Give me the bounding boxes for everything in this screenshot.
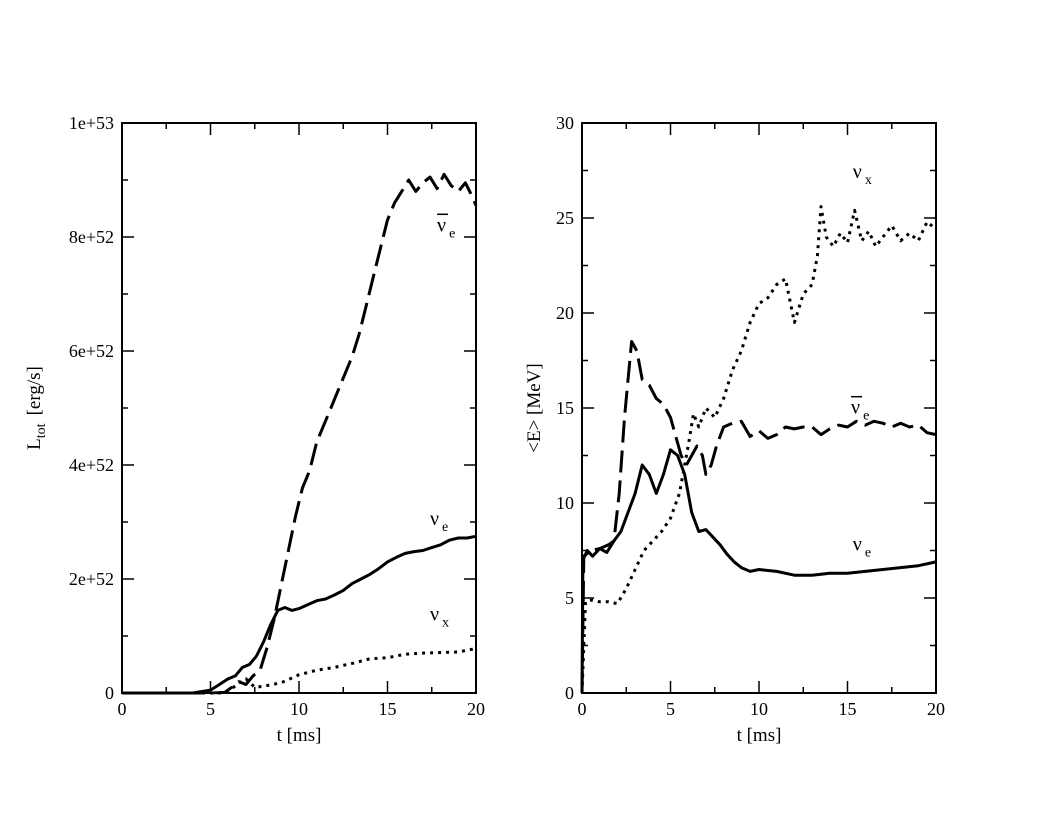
series-label-sub: e	[442, 520, 448, 535]
series-label-main: ν	[430, 604, 439, 626]
y-tick-label: 8e+52	[69, 227, 114, 247]
x-tick-label: 15	[839, 699, 857, 719]
x-tick-label: 20	[467, 699, 485, 719]
y-tick-label: 5	[565, 588, 574, 608]
series-label-main: ν	[437, 214, 446, 236]
y-tick-label: 20	[556, 303, 574, 323]
y-axis-label-unit: [erg/s]	[24, 366, 45, 415]
series-line-anti-nu_e	[122, 172, 478, 695]
x-tick-label: 0	[118, 699, 127, 719]
series-label-main: ν	[851, 397, 860, 419]
x-tick-label: 10	[290, 699, 308, 719]
plot-frame	[581, 122, 937, 694]
y-axis-label-main: L	[24, 438, 45, 450]
y-tick-label: 25	[556, 208, 574, 228]
series-label-sub: x	[442, 616, 449, 631]
x-axis-label: t [ms]	[737, 725, 782, 746]
series-line-nu_x	[580, 205, 937, 694]
series-line-nu_e	[580, 448, 937, 694]
y-axis-label: Ltot [erg/s]	[24, 366, 49, 450]
y-axis-label-main: <E> [MeV]	[524, 363, 545, 453]
y-tick-label: 0	[105, 683, 114, 703]
y-tick-label: 2e+52	[69, 569, 114, 589]
x-tick-label: 15	[379, 699, 397, 719]
y-tick-label: 30	[556, 113, 574, 133]
series-label-main: ν	[853, 534, 862, 556]
y-tick-label: 0	[565, 683, 574, 703]
series-label-sub: e	[863, 409, 869, 424]
series-label-sub: e	[865, 546, 871, 561]
series-label-sub: x	[865, 173, 872, 188]
series-line-anti-nu_e	[580, 340, 937, 694]
luminosity-chart: 0 5 10 15 20 0 2e+52 4e+52 6e+52 8e+52 1e+53 t [ms]…	[24, 113, 485, 746]
y-tick-label: 10	[556, 493, 574, 513]
x-tick-label: 10	[750, 699, 768, 719]
series-label-sub: e	[449, 226, 455, 241]
x-tick-label: 5	[206, 699, 215, 719]
y-tick-label: 6e+52	[69, 341, 114, 361]
x-axis-label: t [ms]	[277, 725, 322, 746]
y-axis-label-sub: tot	[34, 423, 49, 438]
series-label-main: ν	[853, 161, 862, 183]
y-tick-label: 4e+52	[69, 455, 114, 475]
x-tick-label: 20	[927, 699, 945, 719]
y-axis-label: <E> [MeV]	[524, 363, 545, 453]
x-tick-label: 0	[578, 699, 587, 719]
series-label-main: ν	[430, 508, 439, 530]
y-tick-label: 1e+53	[69, 113, 114, 133]
series-line-nu_e	[122, 534, 477, 695]
y-tick-label: 15	[556, 398, 574, 418]
x-tick-label: 5	[666, 699, 675, 719]
series-line-nu_x	[122, 647, 477, 695]
